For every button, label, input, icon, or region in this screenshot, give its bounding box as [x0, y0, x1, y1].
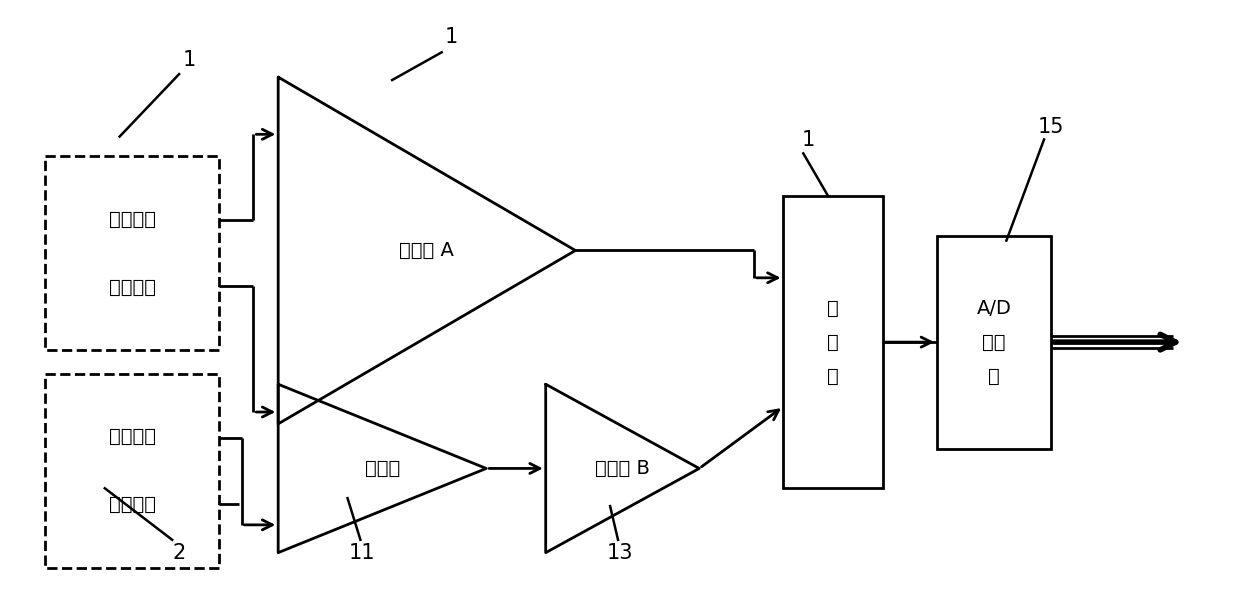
Text: 1: 1: [182, 50, 196, 70]
Text: 1: 1: [801, 129, 815, 149]
Bar: [784, 196, 883, 488]
Text: 运
算
器: 运 算 器: [827, 299, 839, 386]
Text: 参考信号

处理电路: 参考信号 处理电路: [109, 209, 155, 296]
Text: 1: 1: [445, 28, 459, 48]
Text: 15: 15: [1038, 117, 1064, 137]
Bar: [46, 374, 218, 568]
Text: 积分器 A: 积分器 A: [399, 241, 454, 260]
Text: 积分器 B: 积分器 B: [594, 459, 650, 478]
Bar: [937, 235, 1052, 448]
Text: 13: 13: [606, 542, 634, 563]
Text: 2: 2: [172, 542, 186, 563]
Bar: [46, 157, 218, 350]
Text: 测量信号

处理电路: 测量信号 处理电路: [109, 427, 155, 515]
Text: 异或器: 异或器: [365, 459, 399, 478]
Text: A/D
转化
器: A/D 转化 器: [977, 299, 1012, 386]
Text: 11: 11: [350, 542, 376, 563]
